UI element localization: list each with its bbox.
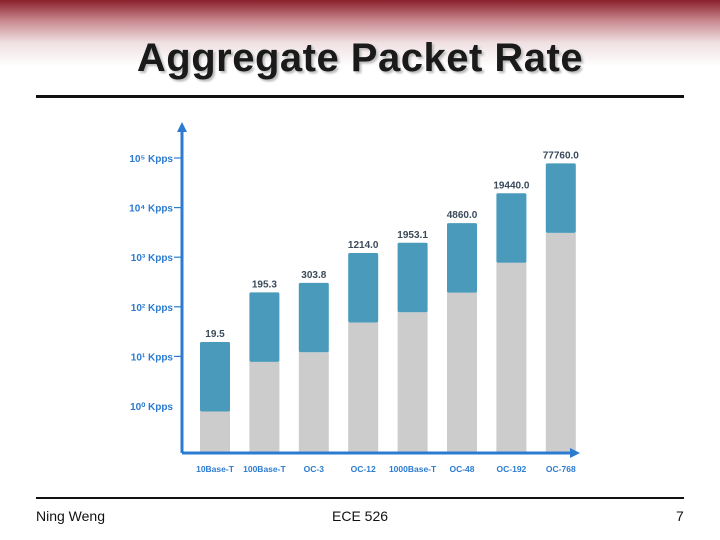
slide-title: Aggregate Packet Rate — [136, 36, 584, 80]
bar-base — [200, 411, 230, 453]
bars-group — [200, 163, 576, 453]
data-label: 19.5 — [205, 329, 225, 340]
title-background — [0, 0, 720, 95]
bar — [545, 163, 576, 233]
bar-base — [545, 232, 576, 453]
bar — [200, 342, 230, 412]
bar — [447, 223, 477, 293]
bar-base — [496, 262, 527, 453]
bar — [249, 292, 280, 362]
x-tick-label: OC-3 — [304, 464, 325, 474]
data-label: 1953.1 — [397, 230, 428, 241]
data-label: 4860.0 — [447, 210, 478, 221]
y-tick-label: 10² Kpps — [131, 303, 174, 314]
data-label: 19440.0 — [493, 180, 530, 191]
y-tick-label: 10⁰ Kpps — [130, 402, 173, 413]
x-tick-label: OC-768 — [546, 464, 576, 474]
axes-group — [177, 122, 580, 458]
bar — [298, 282, 329, 353]
bar — [348, 253, 379, 323]
bar-base — [348, 322, 379, 453]
x-tick-label: 10Base-T — [196, 464, 235, 474]
x-tick-label: OC-192 — [497, 464, 527, 474]
y-tick-label: 10⁵ Kpps — [129, 154, 173, 165]
packet-rate-chart: 10⁰ Kpps 10¹ Kpps 10² Kpps 10³ Kpps 10⁴ Kpps… — [129, 122, 580, 474]
bar-base — [298, 352, 329, 453]
x-tick-labels-group: 10Base-T 100Base-T OC-3 OC-12 1000Base-T OC-4… — [196, 464, 576, 474]
data-labels-group: 19.5 195.3 303.8 1214.0 1953.1 4860.0 19440.0 7… — [205, 150, 579, 340]
y-tick-label: 10³ Kpps — [131, 253, 174, 264]
y-axis-arrow — [177, 122, 187, 132]
bar-base — [397, 312, 428, 453]
bar-base — [447, 292, 477, 453]
footer-course: ECE 526 — [332, 508, 389, 524]
data-label: 303.8 — [301, 270, 326, 281]
x-tick-label: 100Base-T — [243, 464, 286, 474]
footer-divider — [36, 497, 684, 499]
x-tick-label: OC-12 — [351, 464, 376, 474]
y-ticks-group: 10⁰ Kpps 10¹ Kpps 10² Kpps 10³ Kpps 10⁴ Kpps… — [129, 154, 182, 413]
x-tick-label: 1000Base-T — [389, 464, 437, 474]
footer-author: Ning Weng — [36, 508, 106, 524]
bar-base — [249, 361, 280, 453]
data-label: 195.3 — [252, 279, 277, 290]
footer-page-number: 7 — [676, 508, 684, 524]
bar — [496, 193, 527, 263]
data-label: 1214.0 — [348, 240, 379, 251]
x-tick-label: OC-48 — [449, 464, 474, 474]
bar — [397, 242, 428, 313]
data-label: 77760.0 — [543, 150, 580, 161]
y-tick-label: 10⁴ Kpps — [129, 204, 173, 215]
x-axis-arrow — [570, 448, 580, 458]
title-divider — [36, 95, 684, 98]
y-tick-label: 10¹ Kpps — [131, 352, 174, 363]
